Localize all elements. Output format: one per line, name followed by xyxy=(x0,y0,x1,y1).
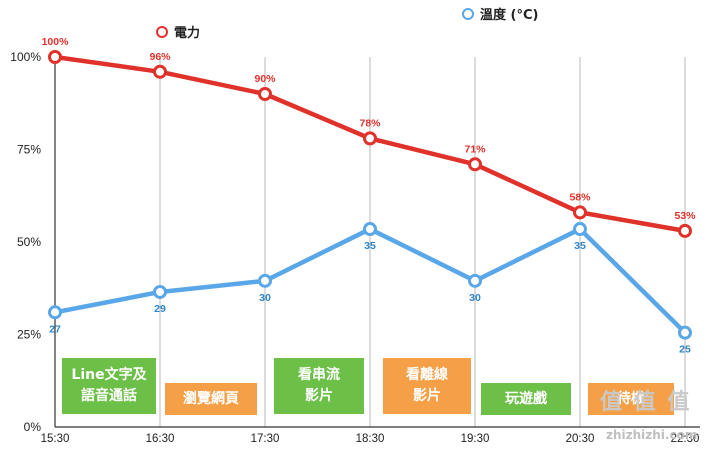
y-tick-label: 25% xyxy=(17,328,41,342)
power-data-point xyxy=(153,64,167,79)
y-tick-label: 75% xyxy=(17,143,41,157)
temperature-data-label: 25 xyxy=(679,344,691,356)
temperature-data-point xyxy=(48,305,62,320)
power-legend-marker xyxy=(156,25,168,38)
power-data-point xyxy=(48,50,62,64)
x-tick-label: 17:30 xyxy=(251,433,280,445)
x-tick-label: 20:30 xyxy=(566,433,595,445)
temperature-data-label: 30 xyxy=(259,292,271,304)
power-data-label: 96% xyxy=(149,51,171,63)
temperature-data-point xyxy=(363,222,377,237)
temperature-data-label: 30 xyxy=(469,292,481,304)
watermark-logo: 值 值 值 xyxy=(600,390,692,415)
temperature-data-point xyxy=(573,222,587,237)
legend-item-temperature: 溫度 (°C) xyxy=(462,4,538,23)
y-tick-label: 50% xyxy=(17,235,41,249)
power-data-point xyxy=(468,157,482,172)
activity-gaming: 玩遊戲 xyxy=(481,383,571,415)
x-tick-label: 19:30 xyxy=(461,433,490,445)
legend-label-temperature: 溫度 (°C) xyxy=(480,8,539,23)
temperature-data-label: 27 xyxy=(49,323,61,335)
power-data-label: 58% xyxy=(569,191,591,203)
x-tick-label: 22:30 xyxy=(671,433,700,445)
y-tick-label: 0% xyxy=(24,420,42,434)
temperature-data-point xyxy=(258,273,272,288)
watermark-url: zhizhizhi.com xyxy=(606,428,698,442)
x-tick-label: 18:30 xyxy=(356,433,385,445)
activity-line-call: Line文字及 語音通話 xyxy=(62,358,156,414)
legend-label-power: 電力 xyxy=(174,26,201,41)
activity-offline-video: 看離線 影片 xyxy=(383,358,471,414)
power-data-label: 100% xyxy=(42,36,70,48)
temperature-data-point xyxy=(468,273,482,288)
power-data-label: 71% xyxy=(464,143,486,155)
power-data-label: 53% xyxy=(674,210,696,222)
activity-streaming-video: 看串流 影片 xyxy=(274,358,364,414)
activity-browsing: 瀏覽網頁 xyxy=(165,383,257,415)
x-tick-label: 15:30 xyxy=(41,433,70,445)
power-data-point xyxy=(258,87,272,101)
temperature-legend-marker xyxy=(462,7,474,20)
power-data-label: 90% xyxy=(254,73,276,85)
legend-item-power: 電力 xyxy=(156,22,200,41)
temperature-data-point xyxy=(678,325,692,340)
temperature-data-label: 35 xyxy=(574,240,586,252)
power-data-point xyxy=(363,131,377,146)
x-tick-label: 16:30 xyxy=(146,433,175,445)
power-data-label: 78% xyxy=(359,117,381,129)
temperature-data-label: 29 xyxy=(154,303,166,315)
power-data-point xyxy=(678,223,692,238)
activity-standby: 待機 xyxy=(588,383,674,415)
temperature-data-point xyxy=(153,284,167,299)
power-data-point xyxy=(573,205,587,220)
y-tick-label: 100% xyxy=(10,50,41,64)
temperature-data-label: 35 xyxy=(364,240,376,252)
